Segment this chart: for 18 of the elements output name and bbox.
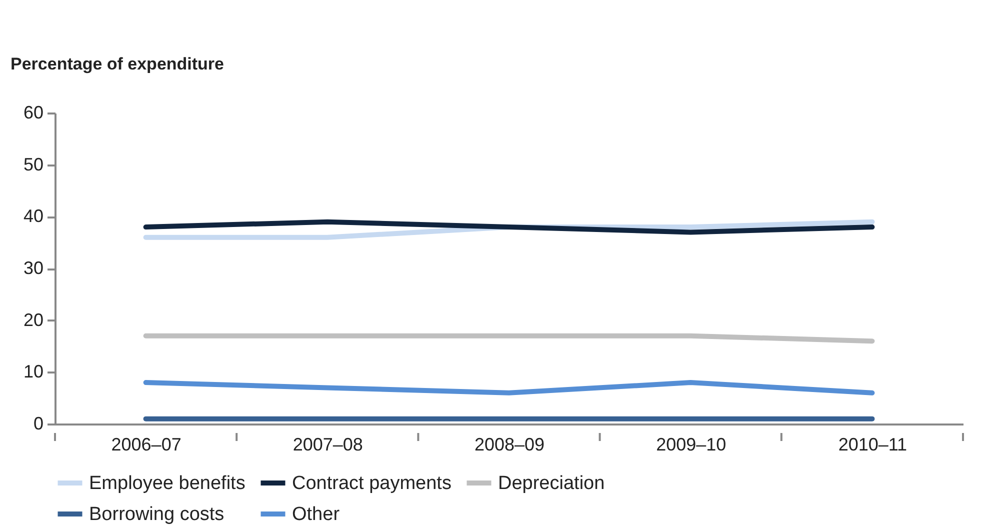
y-axis-title: Percentage of expenditure: [10, 54, 224, 74]
y-tick-label: 60: [23, 102, 44, 122]
y-tick-label: 20: [23, 310, 44, 330]
legend-label: Contract payments: [292, 473, 452, 494]
legend-label: Employee benefits: [89, 473, 246, 494]
x-tick-label: 2008–09: [474, 434, 545, 454]
x-tick-label: 2010–11: [838, 434, 908, 454]
x-tick-label: 2007–08: [292, 434, 363, 454]
y-tick-label: 10: [23, 362, 44, 382]
legend-label: Borrowing costs: [89, 504, 224, 525]
y-tick-label: 50: [23, 154, 44, 174]
legend-label: Other: [292, 504, 340, 525]
y-tick-label: 30: [23, 258, 44, 278]
y-tick-label: 0: [33, 414, 44, 434]
x-tick-label: 2006–07: [111, 434, 182, 454]
legend-label: Depreciation: [498, 473, 605, 494]
y-tick-label: 40: [23, 206, 44, 226]
x-tick-label: 2009–10: [656, 434, 726, 454]
